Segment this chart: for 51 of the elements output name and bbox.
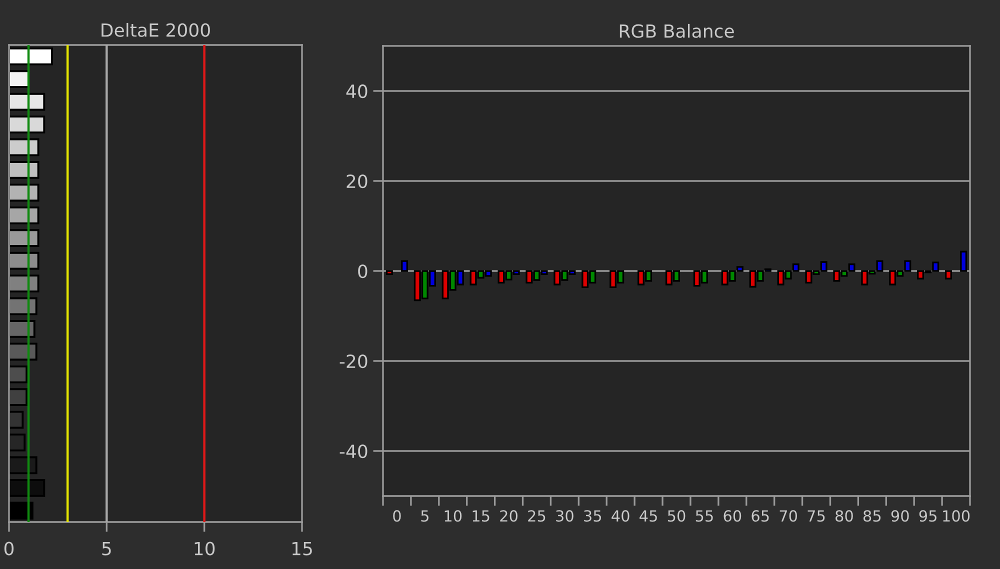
x-tick-label: 65 — [752, 510, 769, 522]
chart-title: DeltaE 2000 — [102, 22, 210, 37]
chart-title: RGB Balance — [620, 24, 734, 38]
bar — [9, 365, 28, 384]
bar — [9, 479, 46, 497]
x-tick-label: 75 — [808, 510, 825, 522]
bar — [9, 252, 40, 270]
bar — [9, 502, 34, 520]
x-tick-label: 45 — [640, 510, 657, 522]
bar — [401, 260, 408, 272]
bar — [9, 92, 46, 111]
bar — [9, 184, 40, 202]
x-tick-label: 30 — [556, 510, 574, 522]
bar — [944, 270, 952, 280]
x-tick-label: 35 — [584, 510, 602, 522]
x-tick-label: 80 — [836, 510, 853, 522]
y-tick-label: -40 — [340, 444, 368, 458]
bar — [9, 274, 40, 292]
y-tick-label: 0 — [358, 264, 368, 278]
y-tick-label: 20 — [346, 174, 368, 188]
x-tick-label: 40 — [612, 510, 630, 522]
bar — [386, 270, 393, 275]
x-tick-label: 15 — [292, 542, 312, 556]
x-tick-label: 0 — [4, 542, 14, 556]
bar — [9, 320, 36, 338]
bar — [9, 47, 53, 66]
bar — [9, 138, 40, 156]
y-tick-label: -20 — [340, 354, 368, 368]
bar — [960, 250, 968, 272]
x-tick-label: 5 — [102, 542, 111, 556]
x-tick-label: 10 — [444, 510, 462, 522]
bar — [9, 116, 46, 134]
x-tick-label: 90 — [891, 510, 909, 522]
x-tick-label: 25 — [528, 510, 546, 522]
bar — [9, 388, 28, 406]
bar — [9, 410, 24, 429]
x-tick-label: 50 — [668, 510, 686, 522]
bar — [9, 342, 38, 361]
x-tick-label: 5 — [421, 510, 428, 522]
bar — [9, 161, 40, 179]
x-tick-label: 95 — [919, 510, 936, 522]
x-tick-label: 0 — [393, 510, 401, 522]
x-tick-label: 55 — [696, 510, 713, 522]
x-tick-label: 60 — [724, 510, 742, 522]
x-tick-label: 70 — [780, 510, 798, 522]
x-tick-label: 100 — [943, 510, 970, 522]
y-tick-label: 40 — [346, 84, 368, 98]
x-tick-label: 15 — [472, 510, 490, 522]
x-tick-label: 10 — [194, 542, 215, 556]
x-tick-label: 20 — [500, 510, 518, 522]
x-tick-label: 85 — [863, 510, 881, 522]
